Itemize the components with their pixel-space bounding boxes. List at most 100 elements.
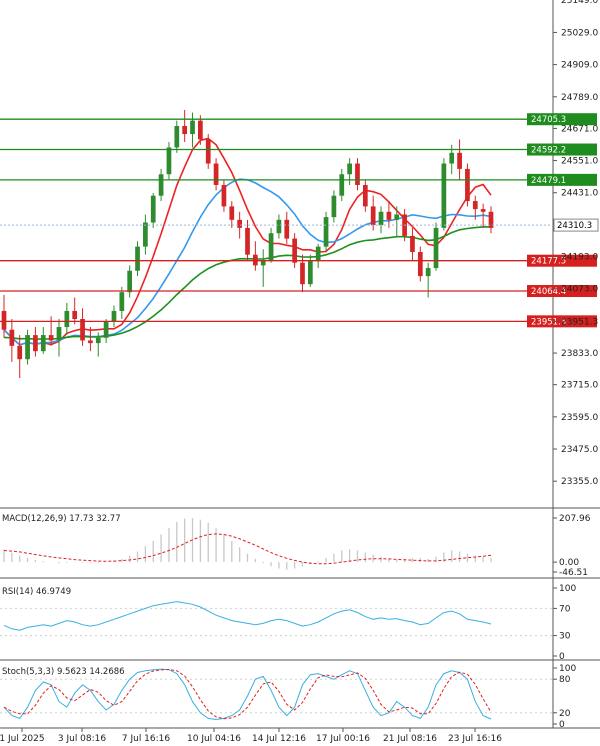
candle-body: [17, 345, 23, 360]
candle-body: [268, 233, 274, 261]
x-tick-label: 14 Jul 12:16: [252, 734, 306, 744]
price-tick-label: 23833.0: [561, 349, 598, 359]
candle-body: [292, 238, 297, 263]
candle-body: [488, 211, 494, 228]
candle-body: [95, 337, 101, 344]
level-label: 24592.2: [531, 146, 566, 156]
stoch-label: Stoch(5,3,3) 9.5623 14.2686: [2, 667, 125, 677]
x-tick-label: 10 Jul 04:16: [187, 734, 241, 744]
candle-body: [410, 235, 415, 252]
candle-body: [103, 321, 109, 338]
candle-body: [480, 209, 486, 212]
x-tick-label: 7 Jul 16:16: [122, 734, 171, 744]
candle-body: [347, 163, 352, 175]
candle-body: [370, 206, 376, 226]
candle-body: [33, 335, 38, 352]
candle-body: [394, 214, 400, 220]
stoch-tick-label: 0: [559, 720, 565, 730]
candle-body: [119, 292, 125, 311]
rsi-tick-label: 0: [559, 652, 565, 662]
candle-body: [425, 268, 431, 277]
rsi-tick-label: 70: [559, 604, 571, 614]
level-label-box: [527, 143, 597, 156]
price-tick-label-top: 25149.0: [561, 0, 598, 6]
rsi-label: RSI(14) 46.9749: [2, 587, 71, 597]
candle-body: [417, 251, 423, 277]
candle-body: [260, 260, 266, 266]
candle-body: [245, 227, 250, 255]
x-tick-label: 3 Jul 08:16: [58, 734, 107, 744]
candle-body: [237, 219, 243, 228]
candle-body: [40, 335, 46, 352]
candle-body: [284, 219, 290, 239]
price-tick-label: 24431.0: [561, 189, 598, 199]
candle-body: [135, 246, 140, 271]
candle-body: [221, 184, 227, 207]
level-label-box: [527, 254, 597, 267]
price-tick-label: 25029.0: [561, 28, 598, 38]
price-tick-label: 24551.0: [561, 157, 598, 167]
candle-body: [300, 262, 305, 285]
candle-body: [433, 227, 439, 269]
rsi-line: [3, 601, 492, 631]
candle-body: [72, 310, 78, 320]
candle-body: [182, 125, 188, 135]
candle-body: [457, 152, 462, 169]
price-tick-label: 24789.0: [561, 93, 598, 103]
candle-body: [276, 219, 282, 234]
candle-body: [150, 195, 156, 223]
level-label: 23951.3: [531, 317, 566, 327]
candle-body: [25, 335, 30, 360]
current-price-box: [553, 218, 599, 232]
candle-body: [449, 152, 455, 164]
level-label-box: [527, 285, 597, 298]
x-tick-label: 1 Jul 2025: [0, 734, 45, 744]
candle-body: [472, 201, 478, 210]
stoch-tick-label: 100: [559, 664, 576, 674]
level-label-box: [527, 173, 597, 186]
price-tick-label: 24909.0: [561, 61, 598, 71]
price-tick-label: 23595.0: [561, 413, 598, 423]
price-tick-label: 23355.0: [561, 477, 598, 487]
stoch-k-line: [3, 668, 492, 721]
candle-body: [323, 217, 329, 247]
macd-tick-label: 207.96: [559, 514, 591, 524]
price-tick-label: 24193.0: [561, 253, 598, 263]
candle-body: [158, 174, 164, 196]
stoch-tick-label: 20: [559, 709, 571, 719]
candle-body: [229, 206, 235, 220]
candle-body: [252, 254, 258, 266]
candle-body: [56, 327, 62, 341]
candle-body: [213, 163, 219, 185]
price-tick-label: 23951.3: [561, 317, 598, 327]
candle-body: [315, 246, 321, 261]
candle-body: [307, 260, 313, 285]
candle-body: [48, 335, 54, 341]
macd-tick-label: -46.51: [559, 568, 588, 578]
price-tick-label: 23715.0: [561, 381, 598, 391]
candle-body: [355, 163, 360, 185]
candle-body: [174, 125, 180, 148]
candle-body: [80, 319, 85, 341]
candle-body: [190, 120, 195, 135]
stoch-d-line: [3, 668, 492, 720]
price-tick-label: 23475.0: [561, 445, 598, 455]
level-label-box: [527, 315, 597, 328]
candle-body: [386, 211, 392, 220]
macd-tick-label: 0.00: [559, 558, 579, 568]
level-label: 24064.4: [531, 287, 566, 297]
stoch-tick-label: 80: [559, 675, 571, 685]
candle-body: [378, 211, 384, 226]
candle-body: [1, 310, 7, 330]
x-tick-label: 21 Jul 08:16: [383, 734, 437, 744]
level-label: 24705.3: [531, 115, 566, 125]
candle-body: [111, 310, 117, 322]
candle-body: [331, 195, 337, 218]
x-tick-label: 23 Jul 16:16: [448, 734, 502, 744]
macd-label: MACD(12,26,9) 17.73 32.77: [2, 514, 121, 524]
current-price-label: 24310.3: [557, 221, 592, 231]
candle-body: [441, 163, 447, 228]
price-tick-label: 24671.0: [561, 124, 598, 134]
level-label: 24479.1: [531, 176, 566, 186]
